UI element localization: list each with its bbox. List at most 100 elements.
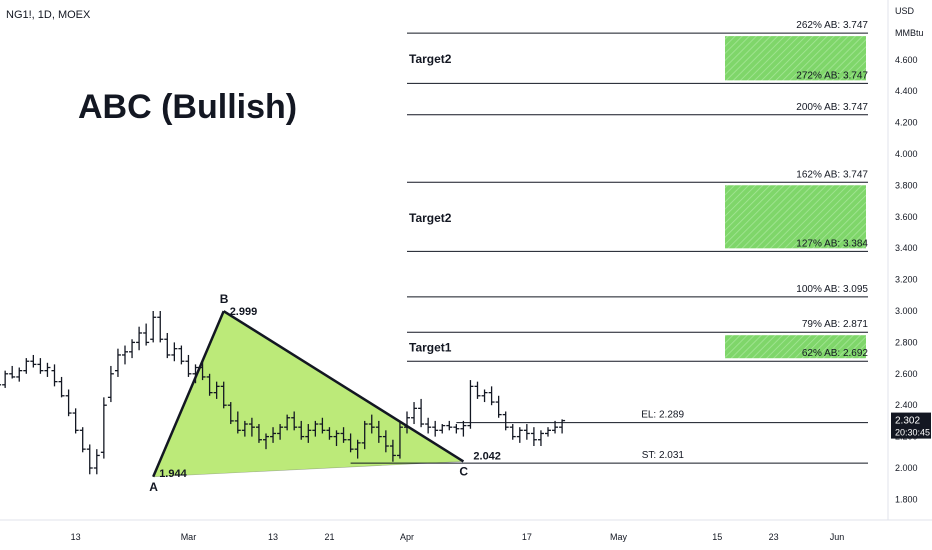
- ohlc-bar: [277, 424, 284, 440]
- y-tick-label: 4.400: [895, 86, 918, 96]
- ohlc-bar: [481, 389, 488, 403]
- ohlc-bar: [185, 354, 192, 377]
- ohlc-bar: [178, 345, 185, 365]
- ohlc-bar: [340, 427, 347, 443]
- ohlc-bar: [72, 408, 79, 434]
- ohlc-bar: [368, 414, 375, 434]
- y-tick-label: 3.800: [895, 180, 918, 190]
- ohlc-bar: [65, 389, 72, 417]
- target-label: Target1: [409, 341, 452, 355]
- ohlc-bar: [305, 424, 312, 443]
- y-tick-label: 1.800: [895, 494, 918, 504]
- ohlc-bar: [361, 420, 368, 450]
- ohlc-bar: [312, 420, 319, 437]
- ohlc-bar: [537, 430, 544, 447]
- y-tick-label: 4.600: [895, 55, 918, 65]
- y-tick-label: 3.400: [895, 243, 918, 253]
- ohlc-bar: [446, 420, 453, 431]
- y-tick-label: 3.200: [895, 275, 918, 285]
- ohlc-bar: [404, 411, 410, 434]
- ohlc-bar: [150, 311, 157, 343]
- point-a-value: 1.944: [159, 468, 187, 480]
- ohlc-bar: [319, 417, 326, 434]
- ohlc-bar: [516, 427, 523, 443]
- y-tick-label: 2.000: [895, 463, 918, 473]
- entry-label: EL: 2.289: [641, 410, 684, 421]
- ohlc-bar: [509, 424, 516, 440]
- ohlc-bar: [467, 380, 474, 429]
- point-b-value: 2.999: [230, 306, 258, 318]
- ohlc-bar: [453, 424, 460, 434]
- ohlc-bar: [51, 364, 58, 387]
- bc-leg: [223, 310, 465, 463]
- x-tick-label: Mar: [181, 532, 197, 542]
- level-label: 200% AB: 3.747: [796, 102, 868, 113]
- chart-title: ABC (Bullish): [78, 88, 297, 126]
- ohlc-bar: [2, 370, 9, 388]
- ohlc-bar: [263, 433, 269, 450]
- y-tick-label: 3.600: [895, 212, 918, 222]
- x-tick-label: 17: [522, 532, 532, 542]
- ohlc-bar: [502, 411, 509, 431]
- ohlc-bar: [474, 381, 481, 399]
- level-label: 127% AB: 3.384: [796, 238, 868, 249]
- price-tag: 2.302 20:30:45: [891, 412, 931, 439]
- y-tick-label: 4.000: [895, 149, 918, 159]
- ohlc-bar: [439, 424, 446, 434]
- ohlc-bar: [164, 332, 171, 359]
- ohlc-bar: [122, 345, 128, 365]
- ohlc-bar: [545, 427, 551, 437]
- ohlc-bar: [9, 365, 16, 379]
- ohlc-bar: [354, 439, 361, 459]
- ohlc-bar: [37, 358, 44, 374]
- ohlc-bar: [326, 427, 333, 440]
- ohlc-bar: [375, 420, 382, 443]
- level-label: 100% AB: 3.095: [796, 284, 868, 295]
- ohlc-bar: [248, 417, 255, 437]
- ohlc-bar: [291, 411, 298, 431]
- ohlc-bar: [206, 373, 213, 396]
- target-zone: [725, 185, 866, 249]
- ohlc-bar: [234, 411, 241, 434]
- point-b-name: B: [220, 292, 229, 306]
- axes: 1.8002.0002.2002.4002.6002.8003.0003.200…: [71, 55, 918, 542]
- ohlc-bar: [523, 424, 530, 440]
- ohlc-bar: [298, 420, 305, 440]
- ohlc-bar: [93, 449, 100, 475]
- price-tag-countdown: 20:30:45: [895, 428, 930, 438]
- ohlc-bar: [129, 339, 136, 359]
- ohlc-bar: [16, 367, 23, 382]
- ohlc-bar: [86, 444, 93, 475]
- level-label: 79% AB: 2.871: [802, 319, 869, 330]
- ohlc-bar: [157, 311, 164, 343]
- price-tag-background: [891, 412, 931, 439]
- x-tick-label: 13: [71, 532, 81, 542]
- ohlc-bar: [396, 420, 403, 459]
- ohlc-bar: [227, 402, 234, 425]
- fib-levels: 262% AB: 3.747 272% AB: 3.747 200% AB: 3.7…: [350, 20, 869, 464]
- ohlc-bar: [143, 323, 150, 346]
- ohlc-bar: [114, 348, 121, 377]
- ohlc-bar: [213, 381, 220, 399]
- x-tick-label: 13: [268, 532, 278, 542]
- point-c-name: C: [459, 464, 468, 478]
- x-tick-label: 15: [712, 532, 722, 542]
- unit-label: MMBtu: [895, 28, 924, 38]
- ohlc-bar: [530, 427, 537, 447]
- target-zones: Target2 Target2 Target1: [409, 36, 866, 359]
- y-tick-label: 2.800: [895, 337, 918, 347]
- ohlc-bar: [100, 397, 107, 459]
- ohlc-bar: [220, 381, 227, 409]
- ohlc-bar: [460, 420, 467, 437]
- point-a-name: A: [149, 480, 158, 494]
- y-tick-label: 4.200: [895, 118, 918, 128]
- ohlc-bar: [30, 354, 37, 368]
- ohlc-bar: [411, 402, 418, 425]
- ohlc-bar: [495, 395, 502, 418]
- x-tick-label: Jun: [830, 532, 845, 542]
- ohlc-bar: [171, 342, 178, 362]
- ohlc-bar: [347, 433, 354, 453]
- y-tick-label: 3.000: [895, 306, 918, 316]
- ohlc-bar: [199, 361, 206, 381]
- ohlc-bar: [0, 384, 2, 386]
